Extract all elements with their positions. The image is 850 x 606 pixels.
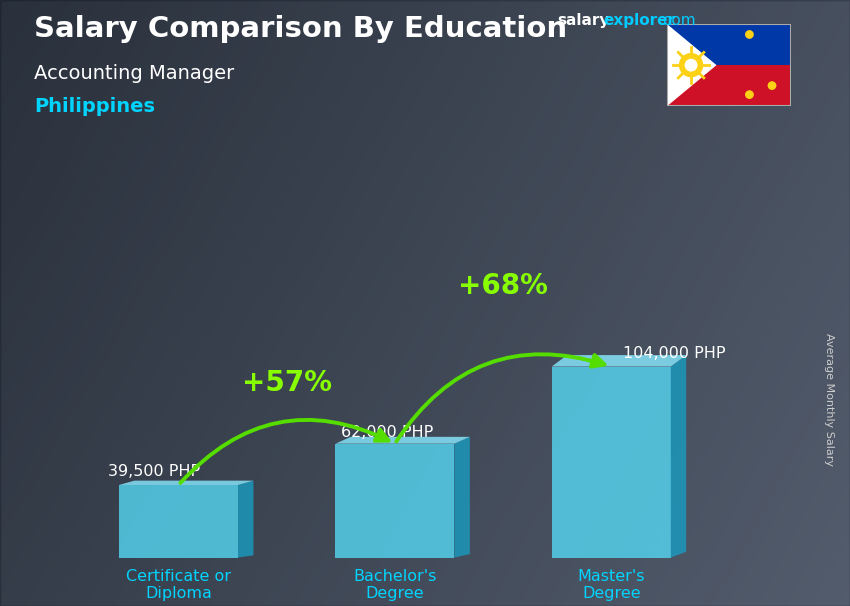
Text: +57%: +57% [241, 368, 332, 396]
Polygon shape [455, 437, 470, 558]
Text: .com: .com [659, 13, 696, 28]
Polygon shape [336, 437, 470, 444]
Text: 39,500 PHP: 39,500 PHP [108, 464, 201, 479]
Text: Accounting Manager: Accounting Manager [34, 64, 235, 82]
Polygon shape [552, 355, 686, 367]
Polygon shape [119, 485, 238, 558]
Polygon shape [119, 481, 253, 485]
Polygon shape [667, 24, 717, 106]
Circle shape [768, 82, 776, 89]
Polygon shape [238, 481, 253, 558]
Polygon shape [336, 444, 455, 558]
Text: 104,000 PHP: 104,000 PHP [623, 346, 726, 361]
Text: Average Monthly Salary: Average Monthly Salary [824, 333, 834, 467]
Circle shape [685, 59, 697, 71]
Text: +68%: +68% [458, 272, 548, 301]
Text: explorer: explorer [604, 13, 676, 28]
Polygon shape [671, 355, 686, 558]
Text: Philippines: Philippines [34, 97, 155, 116]
Circle shape [745, 91, 753, 98]
Polygon shape [552, 367, 671, 558]
Circle shape [745, 31, 753, 38]
Text: 62,000 PHP: 62,000 PHP [342, 425, 434, 440]
Text: Salary Comparison By Education: Salary Comparison By Education [34, 15, 567, 43]
Text: salary: salary [557, 13, 609, 28]
Polygon shape [667, 24, 790, 65]
Circle shape [680, 54, 703, 76]
Polygon shape [667, 65, 790, 106]
